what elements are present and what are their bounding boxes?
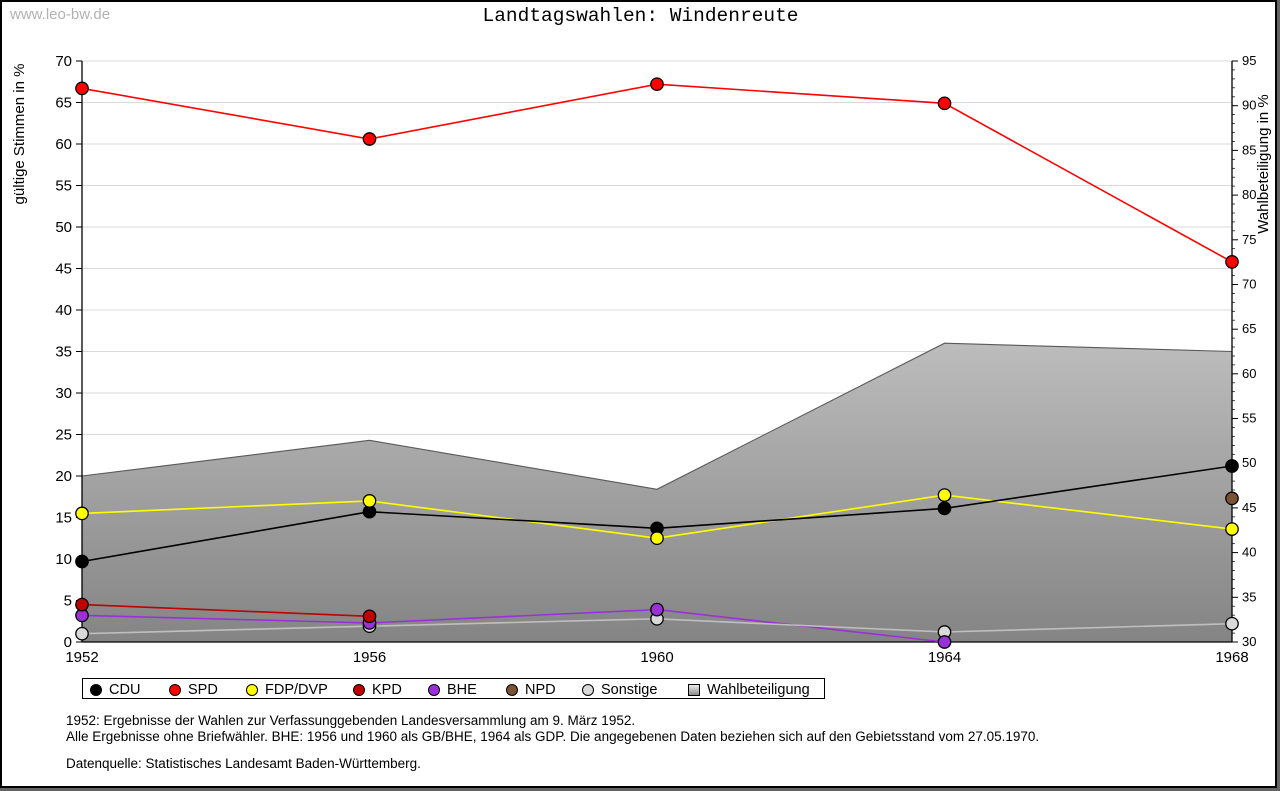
svg-text:1956: 1956 — [353, 649, 386, 666]
svg-text:Wahlbeteiligung in %: Wahlbeteiligung in % — [1255, 94, 1272, 234]
svg-text:30: 30 — [1242, 634, 1256, 649]
svg-text:35: 35 — [55, 344, 72, 361]
svg-text:50: 50 — [1242, 455, 1256, 470]
svg-text:1968: 1968 — [1215, 649, 1248, 666]
svg-text:25: 25 — [55, 427, 72, 444]
svg-text:30: 30 — [55, 385, 72, 402]
svg-text:1952: 1952 — [65, 649, 98, 666]
svg-text:95: 95 — [1242, 53, 1256, 68]
svg-text:45: 45 — [1242, 500, 1256, 515]
svg-text:20: 20 — [55, 468, 72, 485]
svg-text:65: 65 — [55, 95, 72, 112]
svg-text:55: 55 — [55, 178, 72, 195]
svg-text:35: 35 — [1242, 589, 1256, 604]
svg-text:55: 55 — [1242, 411, 1256, 426]
svg-text:5: 5 — [64, 593, 72, 610]
svg-text:15: 15 — [55, 510, 72, 527]
svg-text:40: 40 — [55, 302, 72, 319]
svg-text:40: 40 — [1242, 545, 1256, 560]
svg-text:1964: 1964 — [928, 649, 961, 666]
svg-text:1960: 1960 — [640, 649, 673, 666]
svg-text:10: 10 — [55, 551, 72, 568]
svg-text:45: 45 — [55, 261, 72, 278]
svg-text:gültige Stimmen in %: gültige Stimmen in % — [11, 64, 28, 205]
svg-text:70: 70 — [1242, 277, 1256, 292]
svg-text:60: 60 — [55, 136, 72, 153]
svg-text:70: 70 — [55, 53, 72, 70]
svg-text:65: 65 — [1242, 321, 1256, 336]
svg-text:60: 60 — [1242, 366, 1256, 381]
svg-text:50: 50 — [55, 219, 72, 236]
